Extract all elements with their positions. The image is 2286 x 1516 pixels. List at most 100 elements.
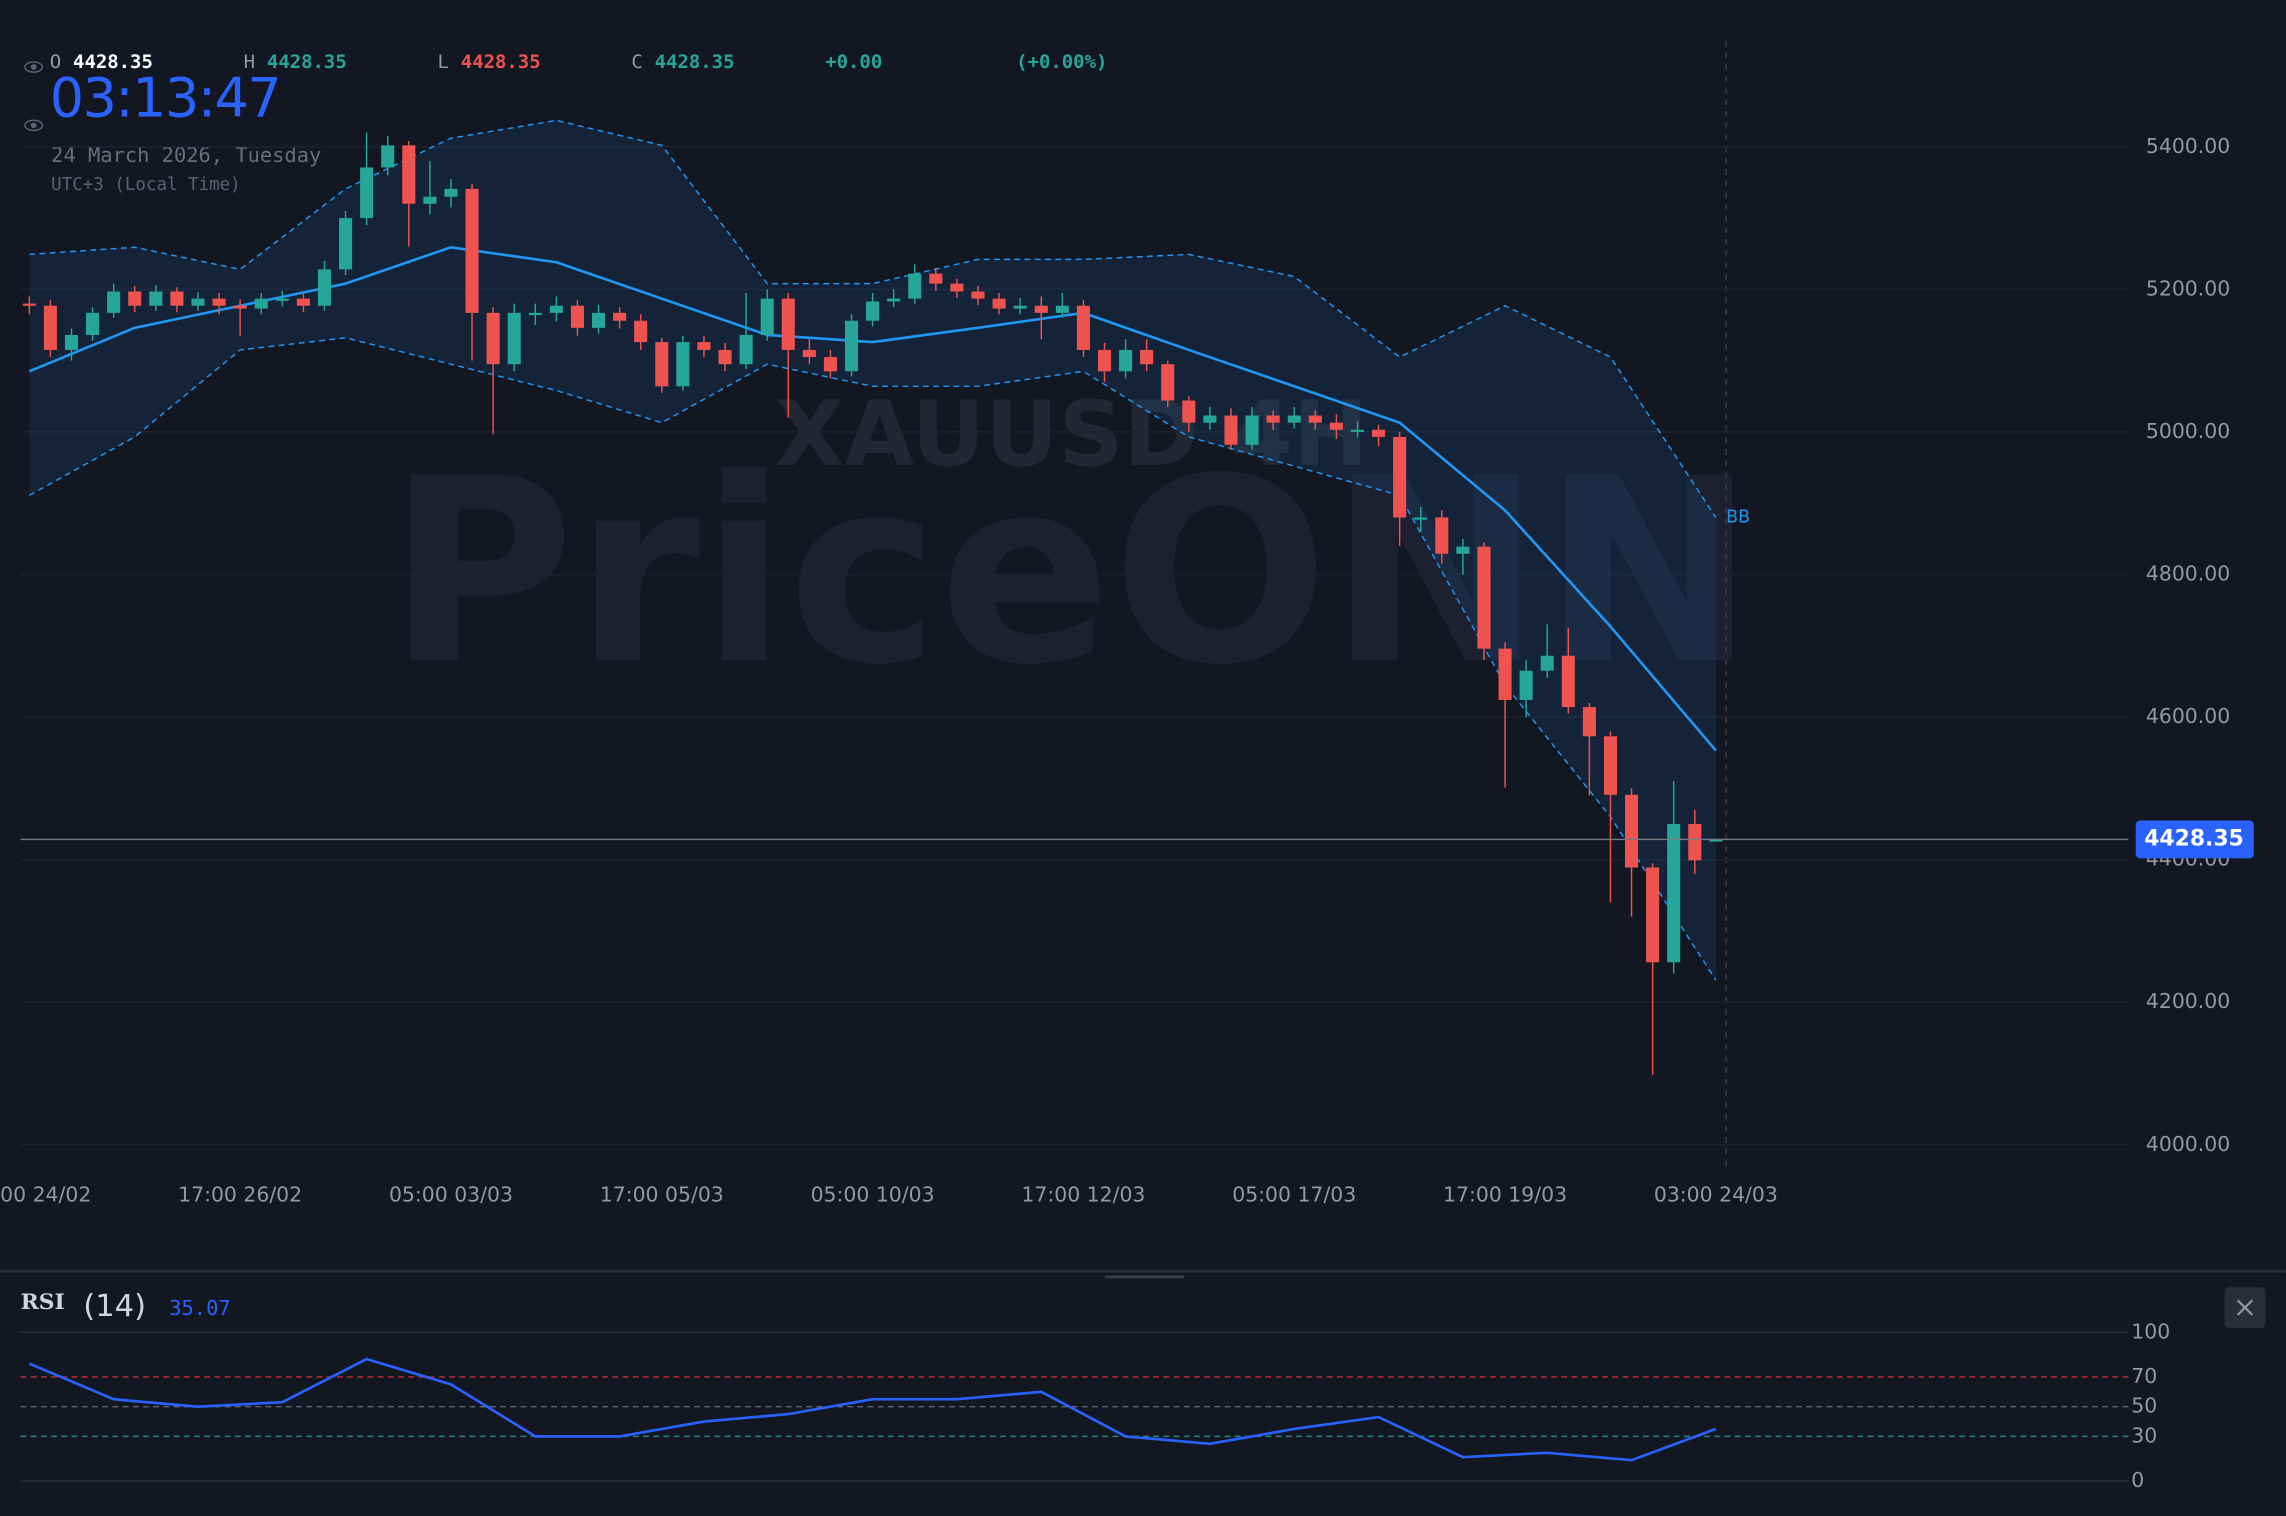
candle-body xyxy=(360,167,374,219)
candle-body xyxy=(591,312,606,328)
y-tick-label: 4600.00 xyxy=(2146,704,2230,728)
ohlc-label: C xyxy=(631,51,642,73)
candle-body xyxy=(64,334,79,350)
rsi-line xyxy=(28,1357,1717,1462)
watermark-symbol: XAUUSD 4H xyxy=(775,382,1369,487)
candle-body xyxy=(929,273,943,284)
rsi-tick-label: 100 xyxy=(2131,1319,2170,1343)
band-fill xyxy=(29,120,1716,981)
candle-body xyxy=(43,305,57,350)
candle-body xyxy=(254,298,268,309)
candle-body xyxy=(1203,415,1217,423)
candle-body xyxy=(1076,305,1090,350)
candle-body xyxy=(570,305,584,328)
candle-body xyxy=(1646,867,1660,963)
candle-body xyxy=(1266,415,1280,423)
rsi-title: RSI xyxy=(21,1289,65,1315)
rsi-tick-label: 70 xyxy=(2131,1364,2157,1388)
candle-body xyxy=(887,298,901,302)
candle-body xyxy=(697,342,711,350)
candle-body xyxy=(992,298,1006,309)
x-tick-label: 17:00 19/03 xyxy=(1443,1182,1567,1206)
y-tick-label: 5400.00 xyxy=(2146,134,2230,158)
change-percent: (+0.00%) xyxy=(1016,51,1107,73)
ohlc-label: O xyxy=(50,51,61,73)
x-tick-label: 17:00 12/03 xyxy=(1021,1182,1145,1206)
candle-body xyxy=(296,298,310,306)
change: +0.00 xyxy=(825,51,882,73)
candle-body xyxy=(1329,422,1343,430)
candle-body xyxy=(1287,415,1301,423)
clock: 03:13:47 xyxy=(50,67,281,130)
candle-body xyxy=(1582,707,1596,737)
candle-body xyxy=(170,291,184,306)
candle-body xyxy=(1055,305,1069,313)
candle-body xyxy=(866,301,880,321)
close-button[interactable] xyxy=(2224,1287,2266,1328)
band-lower xyxy=(28,337,1717,981)
candle-body xyxy=(233,305,247,309)
candle-body xyxy=(444,188,458,197)
candle-body xyxy=(1161,364,1175,401)
candle-body xyxy=(1308,415,1322,423)
ohlc-label: L xyxy=(437,51,448,73)
x-tick-label: 17:00 05/03 xyxy=(600,1182,724,1206)
y-tick-label: 5000.00 xyxy=(2146,419,2230,443)
rsi-value: 35.07 xyxy=(169,1296,230,1320)
y-tick-label: 5200.00 xyxy=(2146,276,2230,300)
candle-body xyxy=(423,196,437,204)
ohlc-value: 4428.35 xyxy=(73,51,153,73)
candle-body xyxy=(739,334,753,365)
candle-body xyxy=(22,303,36,306)
rsi-tick-label: 50 xyxy=(2131,1394,2157,1418)
rsi-period: (14) xyxy=(83,1289,146,1324)
x-tick-label: 17:00 26/02 xyxy=(178,1182,302,1206)
band-label: BB xyxy=(1726,507,1750,527)
y-tick-label: 4200.00 xyxy=(2146,989,2230,1013)
candle-body xyxy=(191,298,205,306)
band-middle xyxy=(28,245,1717,752)
candle-body xyxy=(1034,305,1048,313)
candle-body xyxy=(1435,517,1449,554)
candle-body xyxy=(1498,648,1512,700)
candle-body xyxy=(950,283,964,292)
candle-body xyxy=(549,305,563,313)
candle-body xyxy=(339,218,353,270)
candle-body xyxy=(844,320,859,372)
rsi-tick-label: 0 xyxy=(2131,1468,2144,1492)
candle-body xyxy=(1414,517,1428,520)
candle-body xyxy=(128,291,142,306)
candle-body xyxy=(1456,546,1470,554)
candle-body xyxy=(486,312,500,365)
candle-body xyxy=(1224,415,1238,445)
x-tick-label: 03:00 24/03 xyxy=(1654,1182,1778,1206)
last-price-label: 4428.35 xyxy=(2144,826,2244,851)
candle-body xyxy=(1561,655,1575,708)
candle-body xyxy=(1603,736,1617,795)
x-tick-label: 05:00 03/03 xyxy=(389,1182,513,1206)
candle-body xyxy=(760,298,774,335)
candle-body xyxy=(1182,400,1196,423)
candle-body xyxy=(718,349,732,365)
candle-body xyxy=(1667,823,1681,963)
candle-body xyxy=(1350,429,1365,432)
candle-body xyxy=(1540,655,1554,671)
candle-body xyxy=(212,298,226,306)
candle-body xyxy=(908,273,922,299)
ohlc-value: 4428.35 xyxy=(461,51,541,73)
x-tick-label: 05:00 24/02 xyxy=(0,1182,91,1206)
candle-body xyxy=(1097,349,1112,372)
candle-body xyxy=(528,312,542,316)
y-tick-label: 4800.00 xyxy=(2146,561,2230,585)
candle-body xyxy=(1688,823,1702,861)
candle-body xyxy=(781,298,795,350)
candle-body xyxy=(1013,305,1027,309)
candle-body xyxy=(402,145,416,204)
candle-body xyxy=(107,291,121,313)
candle-body xyxy=(1709,839,1723,842)
candle-body xyxy=(1519,670,1533,700)
candle-body xyxy=(149,291,163,306)
candle-body xyxy=(275,298,289,301)
candle-body xyxy=(86,312,100,335)
